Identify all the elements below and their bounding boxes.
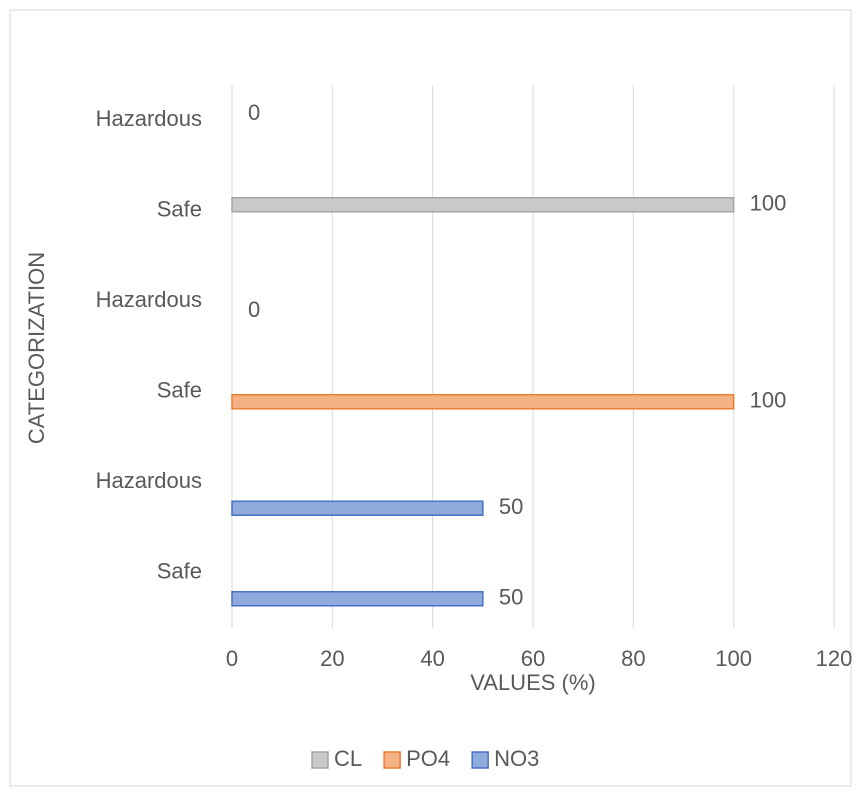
legend-swatch [311, 751, 329, 769]
bar [231, 500, 484, 516]
data-label: 0 [248, 297, 260, 322]
x-tick-label: 60 [521, 646, 545, 671]
y-axis-title: CATEGORIZATION [24, 252, 49, 444]
y-tick-label: Hazardous [96, 287, 202, 312]
x-tick-label: 20 [320, 646, 344, 671]
bar [231, 394, 735, 410]
data-label: 50 [499, 585, 523, 610]
data-label: 50 [499, 494, 523, 519]
x-axis-title: VALUES (%) [470, 670, 596, 695]
x-tick-label: 80 [621, 646, 645, 671]
data-label: 100 [750, 388, 787, 413]
legend-swatch [471, 751, 489, 769]
x-tick-label: 120 [816, 646, 853, 671]
legend-swatch [383, 751, 401, 769]
data-label: 0 [248, 100, 260, 125]
x-tick-label: 40 [420, 646, 444, 671]
y-tick-label: Safe [157, 559, 202, 584]
y-tick-label: Hazardous [96, 106, 202, 131]
y-tick-label: Safe [157, 378, 202, 403]
bar [231, 197, 735, 213]
legend-label: CL [334, 746, 362, 771]
x-tick-label: 100 [715, 646, 752, 671]
y-tick-label: Safe [157, 197, 202, 222]
legend-label: PO4 [406, 746, 450, 771]
bar [231, 591, 484, 607]
legend-label: NO3 [494, 746, 539, 771]
data-label: 100 [750, 191, 787, 216]
x-tick-label: 0 [226, 646, 238, 671]
y-tick-label: Hazardous [96, 468, 202, 493]
